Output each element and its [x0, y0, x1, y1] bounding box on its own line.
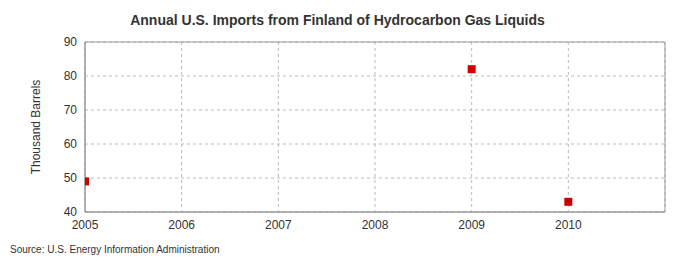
svg-text:70: 70: [64, 103, 78, 117]
svg-text:60: 60: [64, 137, 78, 151]
svg-text:90: 90: [64, 35, 78, 49]
svg-text:Thousand Barrels: Thousand Barrels: [29, 80, 43, 175]
svg-text:2007: 2007: [265, 218, 292, 232]
svg-text:2005: 2005: [72, 218, 99, 232]
svg-text:2006: 2006: [168, 218, 195, 232]
html-text:Annual U.S. Imports from Finla: Annual U.S. Imports from Finland of Hydr…: [130, 12, 545, 28]
svg-text:50: 50: [64, 171, 78, 185]
svg-text:80: 80: [64, 69, 78, 83]
html-text:Source: U.S. Energy Informatio: Source: U.S. Energy Information Administ…: [10, 244, 220, 255]
svg-text:2010: 2010: [555, 218, 582, 232]
svg-text:2009: 2009: [458, 218, 485, 232]
svg-text:2008: 2008: [362, 218, 389, 232]
svg-text:40: 40: [64, 205, 78, 219]
